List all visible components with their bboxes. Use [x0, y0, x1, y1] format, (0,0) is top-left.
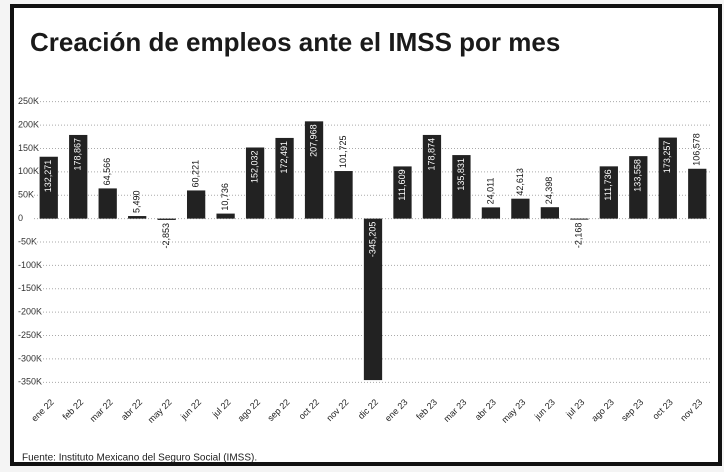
value-label: 173,257 — [662, 141, 672, 174]
value-label: 42,613 — [515, 168, 525, 196]
y-tick-label: -200K — [18, 307, 42, 317]
y-tick-label: 150K — [18, 143, 39, 153]
bar — [69, 134, 88, 219]
value-label: 24,398 — [544, 177, 554, 205]
value-label: 207,968 — [308, 124, 318, 157]
bar — [275, 137, 294, 219]
value-label: 152,032 — [249, 151, 259, 184]
bar — [128, 216, 147, 219]
bar — [540, 207, 560, 219]
bar — [688, 168, 707, 219]
bar — [393, 166, 412, 219]
chart-title: Creación de empleos ante el IMSS por mes — [30, 27, 560, 57]
source-note: Fuente: Instituto Mexicano del Seguro So… — [22, 453, 257, 464]
y-tick-label: -50K — [18, 236, 37, 246]
value-label: 10,736 — [220, 183, 230, 211]
y-tick-label: -350K — [18, 377, 42, 387]
y-tick-label: -300K — [18, 353, 42, 363]
y-tick-label: 0 — [18, 213, 23, 223]
value-label: 106,578 — [692, 133, 702, 166]
bar — [481, 207, 501, 219]
value-label: 135,831 — [456, 158, 466, 191]
bar — [39, 156, 58, 219]
y-tick-label: 50K — [18, 190, 34, 200]
bar — [334, 171, 353, 219]
value-label: 133,558 — [633, 159, 643, 192]
bar — [599, 166, 618, 219]
bar — [658, 137, 677, 219]
value-label: -345,205 — [367, 222, 377, 258]
bar — [98, 188, 117, 219]
value-label: 111,609 — [397, 169, 407, 200]
y-tick-label: -150K — [18, 283, 42, 293]
value-label: 172,491 — [279, 141, 289, 174]
bar — [629, 156, 648, 219]
bar — [186, 190, 206, 219]
bar — [216, 213, 235, 219]
bar — [245, 147, 265, 219]
value-label: -2,853 — [161, 223, 171, 249]
value-label: 178,874 — [426, 138, 436, 171]
bar — [157, 218, 176, 220]
bar — [422, 134, 442, 219]
value-label: 60,221 — [191, 160, 201, 188]
bar — [363, 218, 383, 381]
bar — [452, 155, 471, 219]
y-tick-label: 250K — [18, 96, 39, 106]
value-label: 64,566 — [102, 158, 112, 186]
value-label: 111,736 — [603, 169, 613, 200]
y-tick-label: 200K — [18, 119, 39, 129]
bar — [570, 218, 589, 220]
value-label: 5,490 — [132, 191, 142, 214]
value-label: 178,867 — [73, 138, 83, 171]
bar — [511, 198, 530, 219]
value-label: 101,725 — [338, 135, 348, 168]
value-label: -2,168 — [574, 223, 584, 249]
value-label: 132,271 — [43, 160, 53, 193]
y-tick-label: 100K — [18, 166, 39, 176]
value-label: 24,011 — [485, 178, 495, 205]
y-tick-label: -250K — [18, 330, 42, 340]
bar — [304, 121, 324, 219]
y-tick-label: -100K — [18, 260, 42, 270]
